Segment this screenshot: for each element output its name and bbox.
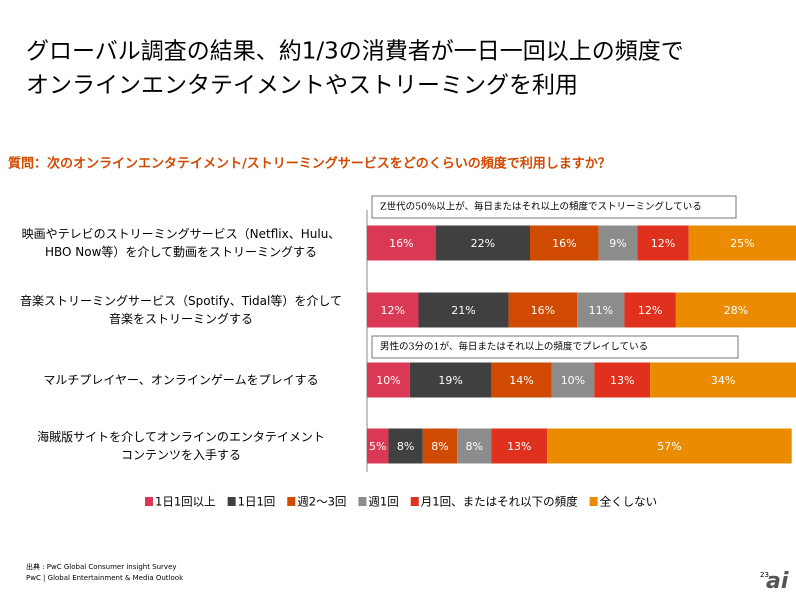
value-label: 11% <box>589 304 613 317</box>
bar-segment <box>508 292 578 328</box>
bar-segment <box>491 428 548 464</box>
footer: PwC | Global Entertainment & Media Outlo… <box>26 574 184 582</box>
value-label: 9% <box>609 237 626 250</box>
value-label: 19% <box>438 374 462 387</box>
value-label: 16% <box>389 237 413 250</box>
bar-segment <box>422 428 458 464</box>
category-label: 海賊版サイトを介してオンラインのエンタテイメント コンテンツを入手する <box>37 430 325 462</box>
category-label: 音楽ストリーミングサービス（Spotify、Tidal等）を介して 音楽をストリ… <box>20 294 342 326</box>
bar-segment <box>367 292 419 328</box>
value-label: 25% <box>730 237 754 250</box>
bar-segment <box>547 428 792 464</box>
bar-segment <box>551 362 595 398</box>
bar-segment <box>491 362 552 398</box>
value-label: 22% <box>471 237 495 250</box>
value-label: 8% <box>466 440 483 453</box>
bar-segment <box>367 225 436 261</box>
legend-label: 週1回 <box>368 495 398 509</box>
bar-segment <box>688 225 796 261</box>
logo: ai <box>766 569 789 594</box>
bar-segment <box>594 362 651 398</box>
legend-swatch <box>227 497 236 506</box>
value-label: 28% <box>724 304 748 317</box>
legend-label: 全くしない <box>600 495 658 509</box>
bar-segment <box>637 225 689 261</box>
legend-label: 1日1回以上 <box>155 495 216 509</box>
value-label: 10% <box>376 374 400 387</box>
value-label: 21% <box>451 304 475 317</box>
legend-label: 週2～3回 <box>297 495 346 509</box>
subtitle: 質問：次のオンラインエンタテイメント/ストリーミングサービスをどのくらいの頻度で… <box>8 156 611 172</box>
value-label: 12% <box>638 304 662 317</box>
annotation: Z世代の50%以上が、毎日またはそれ以上の頻度でストリーミングしている <box>380 201 702 213</box>
bar-segment <box>367 428 389 464</box>
bar-segment <box>530 225 599 261</box>
bar-segment <box>577 292 625 328</box>
category-label: 映画やテレビのストリーミングサービス（Netflix、Hulu、 HBO Now… <box>21 227 341 259</box>
bar-segment <box>435 225 531 261</box>
bar-segment <box>388 428 423 464</box>
category-label: マルチプレイヤー、オンラインゲームをプレイする <box>43 373 319 387</box>
value-label: 13% <box>507 440 531 453</box>
annotation-box <box>371 195 737 219</box>
value-label: 16% <box>552 237 576 250</box>
value-label: 8% <box>431 440 448 453</box>
title-line: グローバル調査の結果、約1/3の消費者が一日一回以上の頻度で <box>26 39 684 65</box>
value-label: 12% <box>651 237 675 250</box>
value-label: 14% <box>509 374 533 387</box>
legend-label: 1日1回 <box>238 495 276 509</box>
value-label: 12% <box>381 304 405 317</box>
bar-segment <box>624 292 676 328</box>
bar-segment <box>367 362 410 398</box>
bar-segment <box>650 362 796 398</box>
bar-segment <box>418 292 509 328</box>
legend-label: 月1回、またはそれ以下の頻度 <box>421 495 578 509</box>
value-label: 57% <box>657 440 681 453</box>
legend-swatch <box>358 497 367 506</box>
annotation-box <box>371 335 739 359</box>
bar-segment <box>409 362 492 398</box>
legend-swatch <box>145 497 153 506</box>
title-line: オンラインエンタテイメントやストリーミングを利用 <box>26 73 578 99</box>
bar-segment <box>598 225 638 261</box>
bar-segment <box>457 428 492 464</box>
annotation: 男性の3分の1が、毎日またはそれ以上の頻度でプレイしている <box>380 341 648 353</box>
legend-swatch <box>287 497 296 506</box>
value-label: 5% <box>369 440 386 453</box>
bar-segment <box>675 292 796 328</box>
value-label: 13% <box>610 374 634 387</box>
value-label: 8% <box>397 440 414 453</box>
source: 出典 : PwC Global Consumer insight Survey <box>26 562 177 571</box>
value-label: 34% <box>711 374 735 387</box>
value-label: 10% <box>561 374 585 387</box>
legend-swatch <box>589 497 598 506</box>
page-number: 23 <box>760 571 769 579</box>
legend-swatch <box>410 497 419 506</box>
value-label: 16% <box>531 304 555 317</box>
